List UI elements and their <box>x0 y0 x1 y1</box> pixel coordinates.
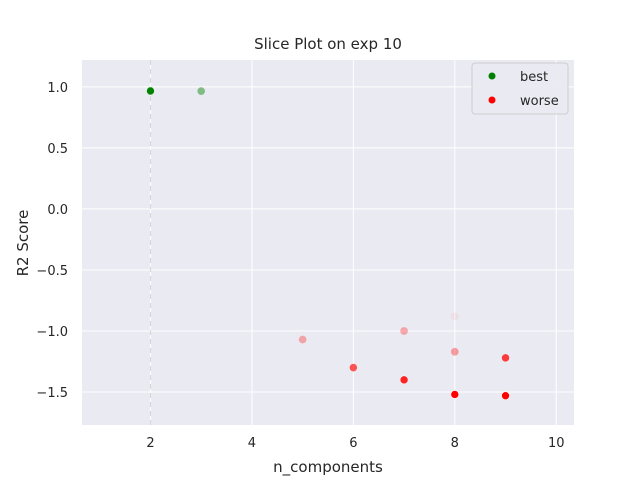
y-tick-label: 0.0 <box>47 203 68 218</box>
y-tick-label: −1.0 <box>36 325 68 340</box>
y-tick-label: −1.5 <box>36 386 68 401</box>
y-tick-label: 0.5 <box>47 142 68 157</box>
data-point-best <box>146 86 155 96</box>
x-tick-label: 6 <box>349 436 357 451</box>
grid <box>82 60 574 425</box>
x-tick-label: 2 <box>146 436 154 451</box>
data-point-best <box>196 86 206 96</box>
chart-title: Slice Plot on exp 10 <box>254 35 402 53</box>
plot-area <box>82 60 574 425</box>
data-point-worse <box>501 391 510 401</box>
data-point-worse <box>399 326 409 336</box>
legend-marker-best <box>488 72 496 80</box>
tick-labels: 2 4 6 8 10 1.0 0.5 0.0 −0.5 −1.0 −1.5 <box>36 81 564 451</box>
legend: best worse <box>471 62 569 115</box>
x-axis-label: n_components <box>273 458 383 477</box>
data-points <box>146 86 510 401</box>
legend-label-best: best <box>520 70 548 85</box>
legend-label-worse: worse <box>520 94 559 109</box>
data-point-worse <box>349 363 358 372</box>
legend-marker-worse <box>488 96 496 104</box>
y-axis-label: R2 Score <box>14 210 32 277</box>
data-point-worse <box>450 347 460 357</box>
legend-box <box>471 62 569 115</box>
data-point-worse <box>298 335 307 344</box>
y-tick-label: 1.0 <box>47 81 68 96</box>
data-point-worse <box>399 375 409 385</box>
data-point-worse <box>501 353 510 363</box>
x-tick-label: 4 <box>248 436 256 451</box>
data-point-worse <box>450 390 460 399</box>
x-tick-label: 8 <box>451 436 459 451</box>
x-tick-label: 10 <box>548 436 565 451</box>
y-tick-label: −0.5 <box>36 264 68 279</box>
data-point-worse <box>450 312 460 321</box>
